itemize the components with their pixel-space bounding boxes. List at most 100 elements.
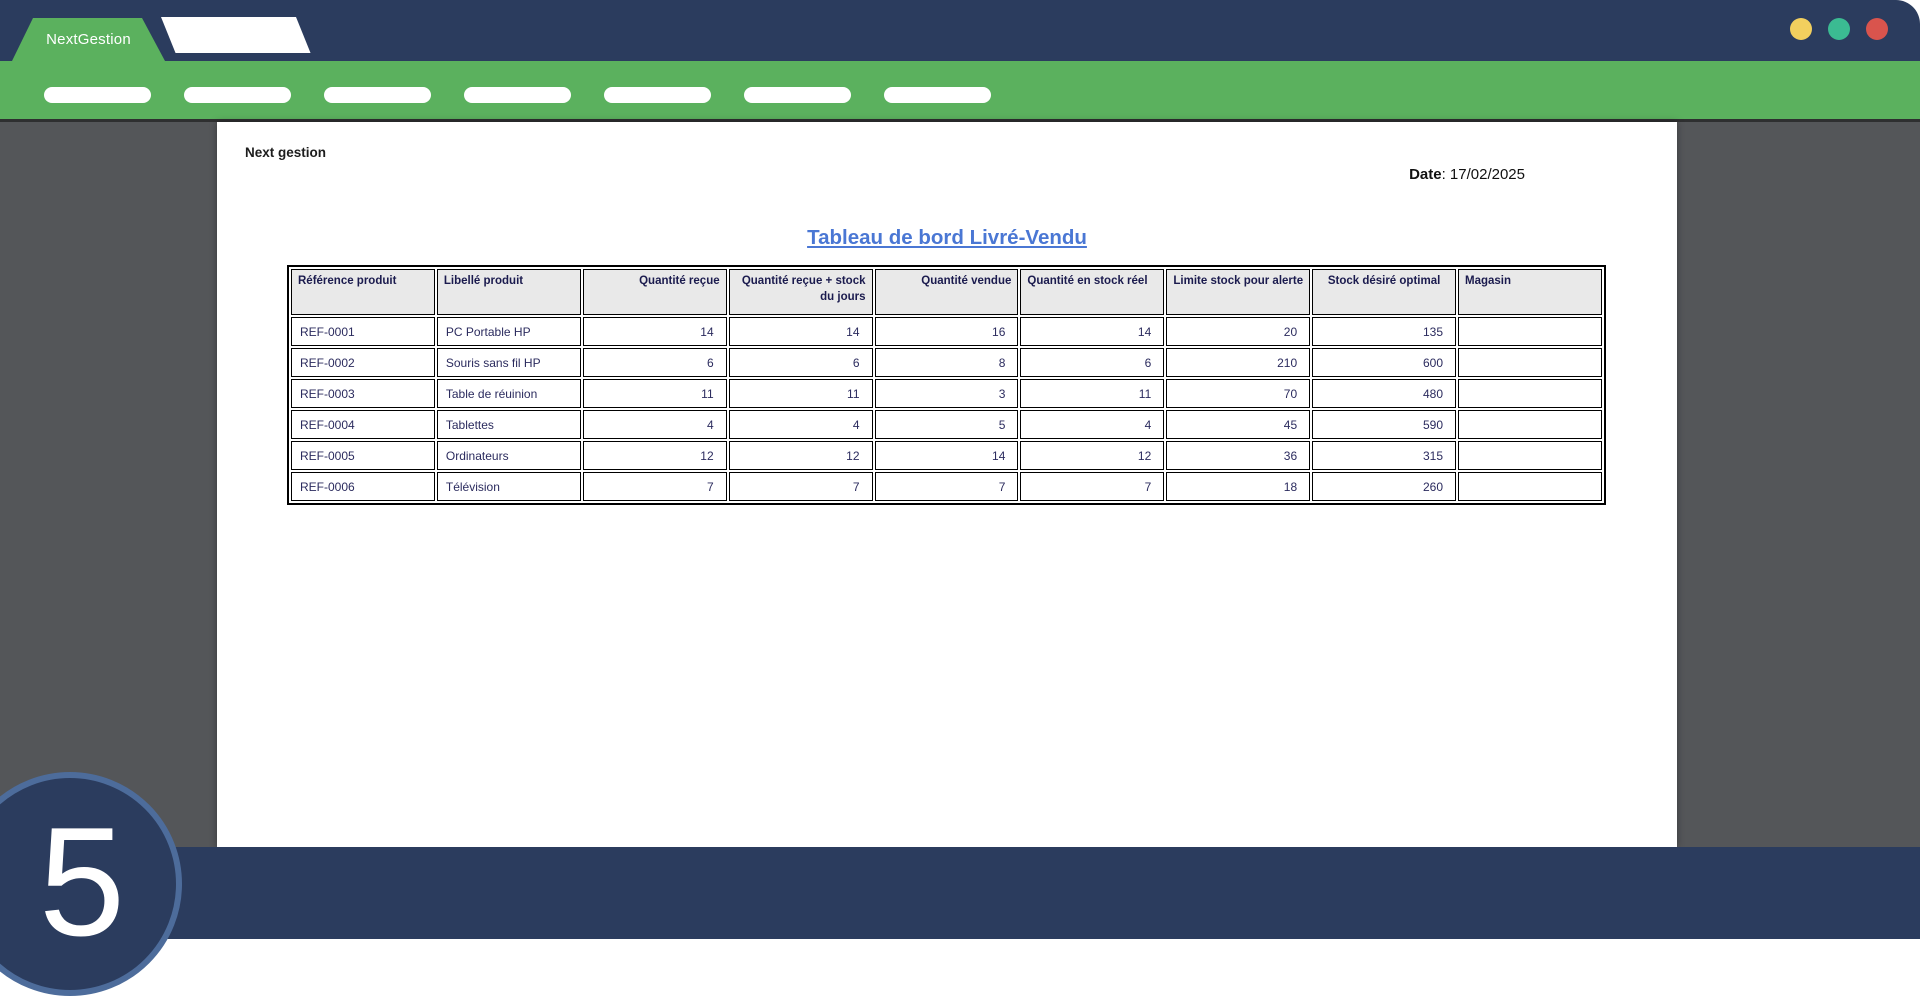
cell-reference: REF-0002 [291, 348, 435, 377]
table-cell: 14 [1020, 317, 1165, 346]
table-cell: 11 [582, 379, 727, 408]
table-cell: 14 [874, 441, 1019, 470]
table-cell: Télévision [436, 472, 581, 501]
secondary-tab[interactable] [161, 17, 311, 53]
title-bar: NextGestion [0, 0, 1920, 61]
report-page: Next gestion Date: 17/02/2025 Tableau de… [217, 122, 1677, 847]
table-cell: 16 [874, 317, 1019, 346]
table-cell: 12 [582, 441, 727, 470]
table-row: REF-0002 Souris sans fil HP 6 6 8 6 210 600 [291, 348, 1602, 377]
close-button[interactable] [1866, 18, 1888, 40]
table-cell [1458, 472, 1602, 501]
table-cell: 4 [728, 410, 873, 439]
table-cell: 36 [1166, 441, 1311, 470]
table-cell: 18 [1166, 472, 1311, 501]
table-cell: 600 [1312, 348, 1456, 377]
table-cell: 7 [728, 472, 873, 501]
column-header: Magasin [1458, 269, 1602, 315]
column-header: Libellé produit [436, 269, 581, 315]
table-cell [1458, 410, 1602, 439]
table-cell: 11 [728, 379, 873, 408]
main-toolbar [0, 61, 1920, 122]
table-cell: PC Portable HP [436, 317, 581, 346]
table-cell: 45 [1166, 410, 1311, 439]
table-cell: 5 [874, 410, 1019, 439]
table-cell: 12 [728, 441, 873, 470]
column-header: Référence produit [291, 269, 435, 315]
brand-tab[interactable]: NextGestion [12, 18, 165, 61]
step-number: 5 [38, 794, 126, 968]
report-title: Tableau de bord Livré-Vendu [807, 226, 1087, 249]
cell-reference: REF-0001 [291, 317, 435, 346]
column-header: Quantité en stock réel [1020, 269, 1165, 315]
cell-reference: REF-0005 [291, 441, 435, 470]
document-workspace: Next gestion Date: 17/02/2025 Tableau de… [0, 122, 1920, 847]
toolbar-pill-button[interactable] [44, 87, 151, 103]
table-cell [1458, 317, 1602, 346]
toolbar-pill-button[interactable] [324, 87, 431, 103]
table-cell: Table de réuinion [436, 379, 581, 408]
bottom-bar [0, 847, 1920, 939]
table-cell: 315 [1312, 441, 1456, 470]
column-header: Quantité reçue + stock du jours [728, 269, 873, 315]
table-cell: Souris sans fil HP [436, 348, 581, 377]
table-cell [1458, 379, 1602, 408]
table-cell: 135 [1312, 317, 1456, 346]
table-row: REF-0005 Ordinateurs 12 12 14 12 36 315 [291, 441, 1602, 470]
table-cell: 8 [874, 348, 1019, 377]
table-cell [1458, 441, 1602, 470]
table-row: REF-0004 Tablettes 4 4 5 4 45 590 [291, 410, 1602, 439]
cell-reference: REF-0006 [291, 472, 435, 501]
table-cell: 7 [582, 472, 727, 501]
toolbar-pill-button[interactable] [604, 87, 711, 103]
table-cell: 480 [1312, 379, 1456, 408]
table-row: REF-0006 Télévision 7 7 7 7 18 260 [291, 472, 1602, 501]
table-cell: 3 [874, 379, 1019, 408]
table-header-row: Référence produit Libellé produit Quantité… [291, 269, 1602, 315]
table-body: REF-0001 PC Portable HP 14 14 16 14 20 135 REF-0… [291, 317, 1602, 501]
toolbar-pill-button[interactable] [884, 87, 991, 103]
column-header: Quantité reçue [582, 269, 727, 315]
dashboard-table: Référence produit Libellé produit Quantité… [287, 265, 1606, 505]
table-cell: 14 [728, 317, 873, 346]
table-cell: 20 [1166, 317, 1311, 346]
column-header: Stock désiré optimal [1312, 269, 1456, 315]
dashboard-table-wrap: Référence produit Libellé produit Quantité… [287, 265, 1606, 505]
column-header: Quantité vendue [874, 269, 1019, 315]
table-cell: 7 [874, 472, 1019, 501]
toolbar-pills [0, 87, 1920, 103]
brand-tab-label: NextGestion [46, 31, 131, 48]
toolbar-pill-button[interactable] [464, 87, 571, 103]
maximize-button[interactable] [1828, 18, 1850, 40]
cell-reference: REF-0003 [291, 379, 435, 408]
table-cell: 6 [1020, 348, 1165, 377]
toolbar-pill-button[interactable] [184, 87, 291, 103]
date-separator: : [1441, 166, 1450, 183]
date-value: 17/02/2025 [1449, 166, 1525, 183]
table-cell: 7 [1020, 472, 1165, 501]
table-cell: 590 [1312, 410, 1456, 439]
table-cell: Tablettes [436, 410, 581, 439]
cell-reference: REF-0004 [291, 410, 435, 439]
report-date: Date: 17/02/2025 [1409, 166, 1525, 183]
table-cell: 4 [582, 410, 727, 439]
table-cell: 14 [582, 317, 727, 346]
toolbar-pill-button[interactable] [744, 87, 851, 103]
table-cell: 12 [1020, 441, 1165, 470]
report-app-name: Next gestion [245, 145, 327, 160]
table-cell: 11 [1020, 379, 1165, 408]
column-header: Limite stock pour alerte [1166, 269, 1311, 315]
table-cell: 70 [1166, 379, 1311, 408]
table-cell [1458, 348, 1602, 377]
table-cell: 210 [1166, 348, 1311, 377]
minimize-button[interactable] [1790, 18, 1812, 40]
table-row: REF-0003 Table de réuinion 11 11 3 11 70 480 [291, 379, 1602, 408]
table-row: REF-0001 PC Portable HP 14 14 16 14 20 135 [291, 317, 1602, 346]
table-cell: 4 [1020, 410, 1165, 439]
table-cell: 6 [582, 348, 727, 377]
table-cell: Ordinateurs [436, 441, 581, 470]
table-cell: 260 [1312, 472, 1456, 501]
window-controls [1790, 18, 1888, 40]
table-cell: 6 [728, 348, 873, 377]
